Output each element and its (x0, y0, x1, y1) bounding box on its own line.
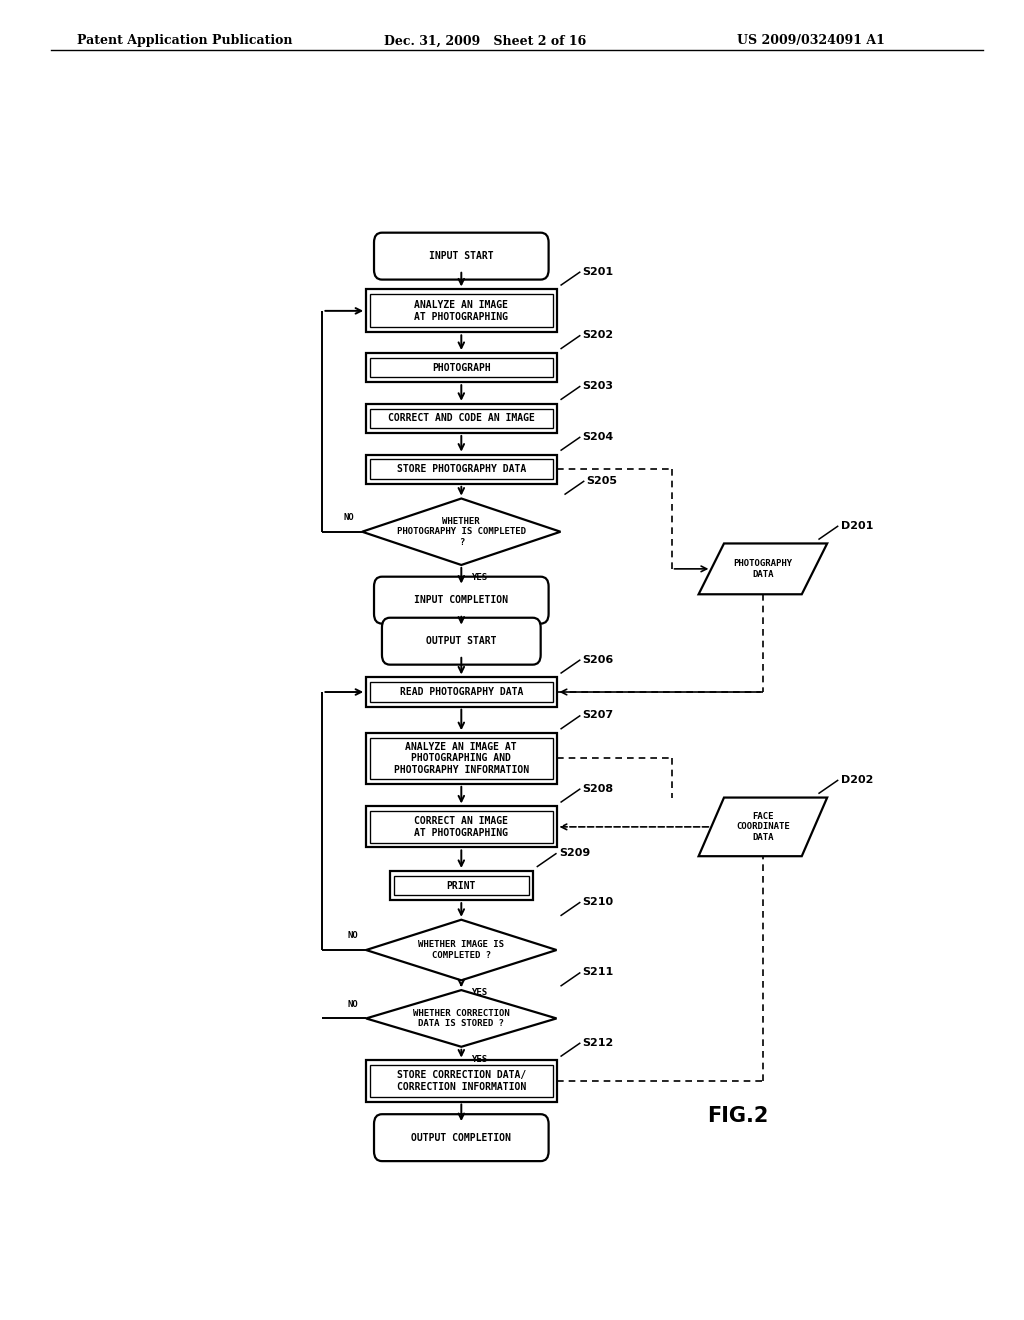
Text: NO: NO (347, 931, 358, 940)
Text: S209: S209 (559, 849, 590, 858)
Text: YES: YES (471, 573, 487, 582)
Bar (370, 1065, 553, 1097)
Text: NO: NO (343, 513, 354, 521)
Bar (367, 807, 557, 847)
Text: FACE
COORDINATE
DATA: FACE COORDINATE DATA (736, 812, 790, 842)
Text: S201: S201 (583, 267, 613, 277)
Text: S208: S208 (583, 784, 613, 793)
FancyBboxPatch shape (382, 618, 541, 665)
Bar (370, 738, 553, 779)
Bar (367, 1060, 557, 1101)
Text: S204: S204 (583, 432, 614, 442)
Text: S210: S210 (583, 898, 613, 907)
Text: PHOTOGRAPHY
DATA: PHOTOGRAPHY DATA (733, 560, 793, 578)
Text: INPUT START: INPUT START (429, 251, 494, 261)
Bar (370, 682, 553, 702)
Bar (370, 812, 553, 842)
Text: WHETHER IMAGE IS
COMPLETED ?: WHETHER IMAGE IS COMPLETED ? (419, 940, 504, 960)
Text: FIG.2: FIG.2 (708, 1106, 769, 1126)
Text: S207: S207 (583, 710, 613, 721)
Text: CORRECT AN IMAGE
AT PHOTOGRAPHING: CORRECT AN IMAGE AT PHOTOGRAPHING (415, 816, 508, 838)
Text: S211: S211 (583, 968, 614, 978)
Polygon shape (698, 797, 827, 857)
Bar (394, 875, 528, 895)
Text: WHETHER CORRECTION
DATA IS STORED ?: WHETHER CORRECTION DATA IS STORED ? (413, 1008, 510, 1028)
Text: YES: YES (471, 989, 487, 997)
Text: S206: S206 (583, 655, 614, 665)
Text: WHETHER
PHOTOGRAPHY IS COMPLETED
?: WHETHER PHOTOGRAPHY IS COMPLETED ? (397, 517, 525, 546)
Text: S202: S202 (583, 330, 613, 341)
Polygon shape (367, 920, 557, 981)
Text: Dec. 31, 2009   Sheet 2 of 16: Dec. 31, 2009 Sheet 2 of 16 (384, 34, 587, 48)
FancyBboxPatch shape (374, 577, 549, 623)
Text: YES: YES (471, 1055, 487, 1064)
Text: S205: S205 (587, 477, 617, 486)
Text: OUTPUT START: OUTPUT START (426, 636, 497, 647)
Text: STORE CORRECTION DATA/
CORRECTION INFORMATION: STORE CORRECTION DATA/ CORRECTION INFORM… (396, 1071, 526, 1092)
FancyBboxPatch shape (374, 1114, 549, 1162)
Bar (370, 459, 553, 479)
Bar (370, 409, 553, 428)
Text: S203: S203 (583, 381, 613, 391)
Text: OUTPUT COMPLETION: OUTPUT COMPLETION (412, 1133, 511, 1143)
Bar (367, 352, 557, 383)
Text: READ PHOTOGRAPHY DATA: READ PHOTOGRAPHY DATA (399, 686, 523, 697)
FancyBboxPatch shape (374, 232, 549, 280)
Text: PRINT: PRINT (446, 880, 476, 891)
Text: STORE PHOTOGRAPHY DATA: STORE PHOTOGRAPHY DATA (396, 465, 526, 474)
Text: PHOTOGRAPH: PHOTOGRAPH (432, 363, 490, 372)
Text: US 2009/0324091 A1: US 2009/0324091 A1 (737, 34, 885, 48)
Bar (367, 289, 557, 333)
Polygon shape (367, 990, 557, 1047)
Text: S212: S212 (583, 1038, 614, 1048)
Text: D202: D202 (841, 775, 873, 785)
Text: ANALYZE AN IMAGE
AT PHOTOGRAPHING: ANALYZE AN IMAGE AT PHOTOGRAPHING (415, 300, 508, 322)
Text: INPUT COMPLETION: INPUT COMPLETION (415, 595, 508, 605)
Text: ANALYZE AN IMAGE AT
PHOTOGRAPHING AND
PHOTOGRAPHY INFORMATION: ANALYZE AN IMAGE AT PHOTOGRAPHING AND PH… (394, 742, 528, 775)
Text: CORRECT AND CODE AN IMAGE: CORRECT AND CODE AN IMAGE (388, 413, 535, 424)
Bar (367, 733, 557, 784)
Polygon shape (698, 544, 827, 594)
Text: NO: NO (347, 999, 358, 1008)
Bar (367, 404, 557, 433)
Text: Patent Application Publication: Patent Application Publication (77, 34, 292, 48)
Bar (367, 677, 557, 706)
Text: D201: D201 (841, 521, 873, 531)
Bar (370, 294, 553, 327)
Bar (390, 871, 532, 900)
Polygon shape (362, 499, 560, 565)
Bar (370, 358, 553, 378)
Bar (367, 454, 557, 484)
